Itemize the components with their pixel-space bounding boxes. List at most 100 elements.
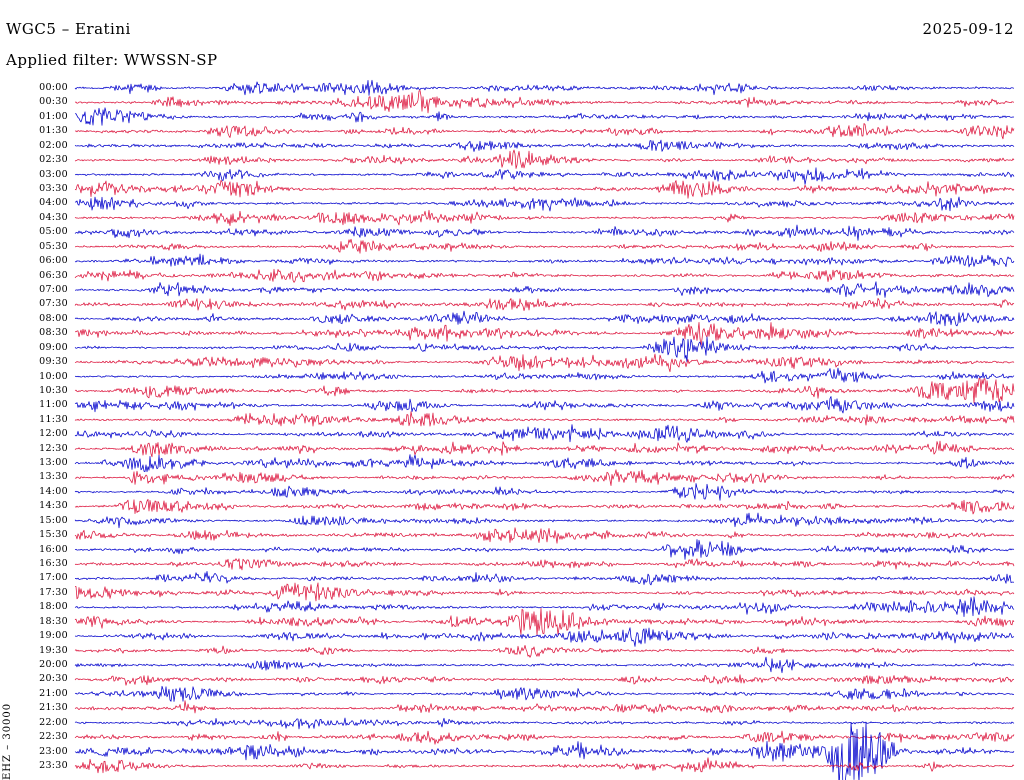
seismogram-trace (74, 512, 1015, 529)
time-label: 08:00 (39, 312, 68, 324)
time-label: 16:00 (39, 543, 68, 555)
time-label: 17:30 (39, 586, 68, 598)
time-label: 22:30 (39, 731, 68, 743)
time-label: 09:00 (39, 341, 68, 353)
report-date: 2025-09-12 (922, 20, 1014, 38)
time-label: 01:30 (39, 125, 68, 137)
time-label: 20:00 (39, 659, 68, 671)
seismogram-trace (74, 608, 1015, 636)
time-label: 03:30 (39, 182, 68, 194)
seismogram-trace (74, 685, 1015, 702)
seismogram-trace (74, 180, 1015, 199)
seismogram-trace (74, 310, 1015, 327)
seismogram-trace (74, 645, 1015, 658)
seismogram-trace (74, 571, 1015, 586)
time-label: 10:30 (39, 384, 68, 396)
seismogram-trace (74, 149, 1015, 169)
seismogram-trace (74, 90, 1015, 114)
time-label: 14:00 (39, 485, 68, 497)
time-label: 13:00 (39, 457, 68, 469)
time-label: 12:30 (39, 442, 68, 454)
time-label: 21:00 (39, 687, 68, 699)
time-label: 10:00 (39, 370, 68, 382)
time-label: 00:30 (39, 96, 68, 108)
time-label: 23:30 (39, 760, 68, 771)
time-label: 04:00 (39, 197, 68, 209)
seismogram-trace (74, 367, 1015, 384)
seismogram-trace (74, 209, 1015, 226)
time-label: 07:30 (39, 298, 68, 310)
seismogram-trace (74, 411, 1015, 427)
seismogram-trace (74, 558, 1015, 571)
seismogram-trace (75, 582, 1015, 602)
seismogram-trace (74, 627, 1015, 647)
time-label: 23:00 (39, 745, 68, 757)
seismogram-trace (74, 268, 1015, 283)
time-label: 07:00 (39, 283, 68, 295)
seismogram-trace (74, 253, 1015, 268)
time-label: 01:00 (39, 110, 68, 122)
seismogram-trace (74, 139, 1015, 152)
time-label: 18:30 (39, 615, 68, 627)
time-label: 00:00 (39, 82, 68, 93)
seismogram-trace (74, 167, 1015, 185)
time-label: 19:00 (39, 630, 68, 642)
seismogram-trace (74, 353, 1015, 373)
seismogram-trace (74, 469, 1015, 486)
time-label: 20:30 (39, 673, 68, 685)
time-label: 09:30 (39, 356, 68, 368)
time-label: 06:30 (39, 269, 68, 281)
time-label: 02:30 (39, 154, 68, 166)
seismogram-trace (74, 454, 1015, 473)
time-label: 21:30 (39, 702, 68, 714)
time-label: 14:30 (39, 500, 68, 512)
seismogram-trace (74, 527, 1015, 544)
seismogram-trace (74, 281, 1015, 298)
time-label: 15:30 (39, 529, 68, 541)
seismogram-trace (74, 297, 1015, 311)
seismogram-trace (74, 539, 1015, 560)
time-label: 18:00 (39, 601, 68, 613)
seismogram-trace (74, 79, 1015, 96)
seismogram-trace (74, 196, 1015, 212)
seismogram-trace (74, 721, 1015, 780)
seismogram-trace (74, 757, 1015, 774)
seismogram-trace (74, 674, 1015, 686)
filter-label: Applied filter: WWSSN-SP (6, 51, 218, 69)
seismogram-trace (74, 717, 1015, 730)
seismogram-trace (74, 440, 1015, 458)
time-label: 15:00 (39, 514, 68, 526)
seismogram-trace (74, 700, 1015, 714)
time-label: 05:00 (39, 226, 68, 238)
seismogram-trace (74, 424, 1015, 443)
time-label: 22:00 (39, 716, 68, 728)
seismogram-trace (74, 123, 1015, 140)
seismogram-trace (74, 730, 1015, 745)
station-title: WGC5 – Eratini (6, 20, 131, 38)
time-label: 02:00 (39, 139, 68, 151)
time-label: 05:30 (39, 240, 68, 252)
seismogram-trace (74, 656, 1015, 674)
time-label: 11:30 (39, 413, 68, 425)
seismogram-trace (74, 498, 1015, 515)
seismogram-trace (74, 596, 1015, 617)
time-label: 04:30 (39, 211, 68, 223)
seismogram-trace (74, 336, 1015, 363)
time-label: 06:00 (39, 255, 68, 267)
time-label: 08:30 (39, 327, 68, 339)
seismogram-trace (74, 378, 1015, 404)
time-label: 11:00 (39, 399, 68, 411)
time-label: 17:00 (39, 572, 68, 584)
time-label: 19:30 (39, 644, 68, 656)
seismogram-trace (74, 483, 1015, 501)
seismogram-trace (74, 107, 1015, 126)
time-label: 16:30 (39, 558, 68, 570)
seismogram-trace (74, 224, 1015, 241)
seismogram-trace (75, 238, 1015, 254)
seismogram-trace (74, 322, 1015, 348)
time-label: 12:00 (39, 428, 68, 440)
time-label: 03:00 (39, 168, 68, 180)
time-label: 13:30 (39, 471, 68, 483)
